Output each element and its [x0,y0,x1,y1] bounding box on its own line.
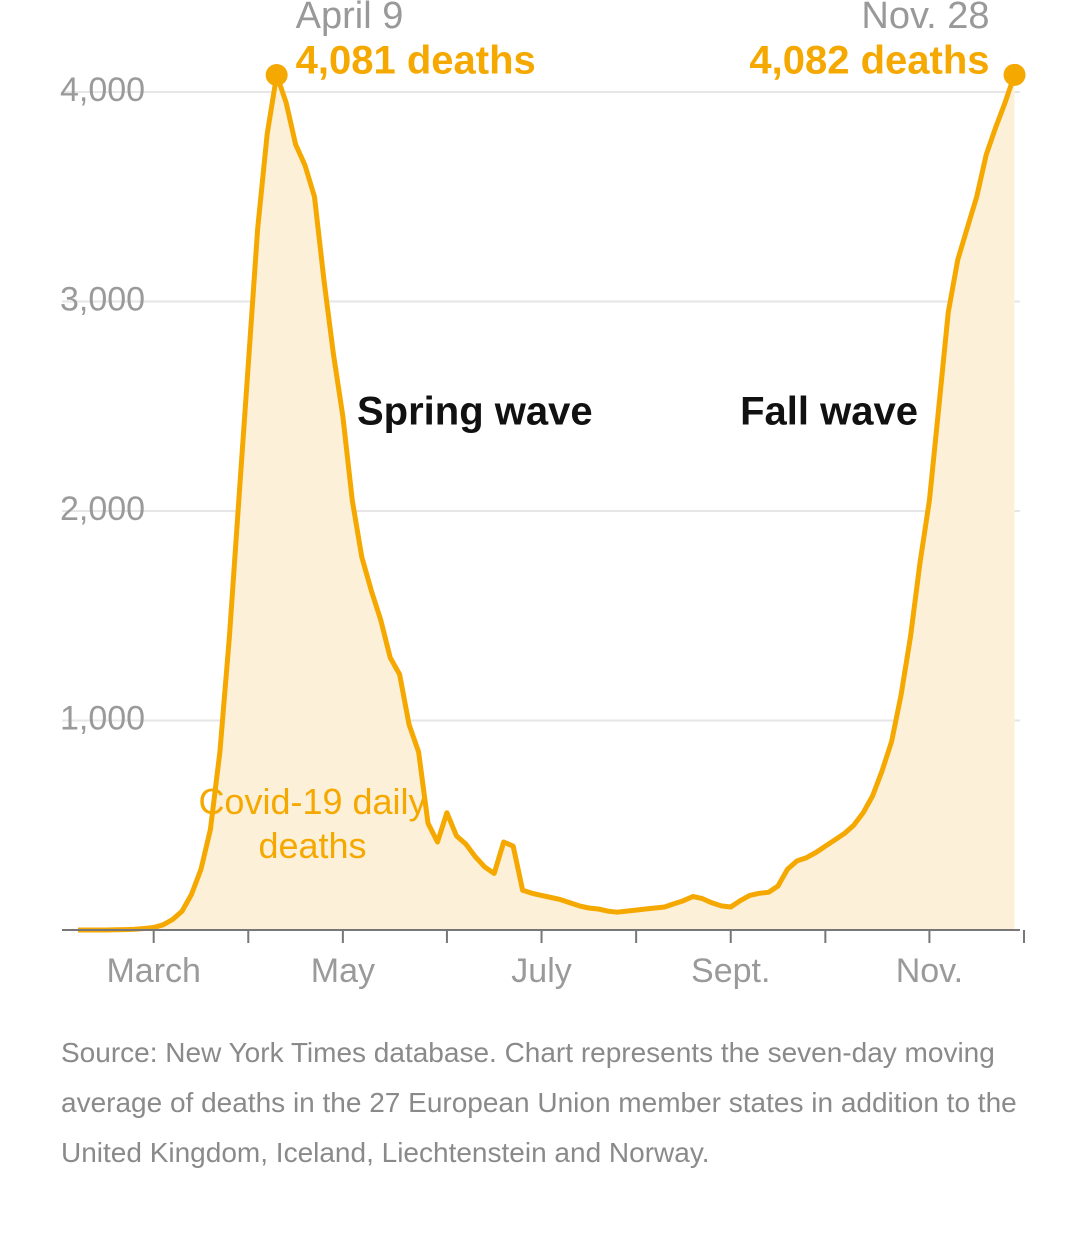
line [78,72,1017,933]
peak-date: Nov. 28 [861,0,989,37]
x-tick-label: March [106,952,200,990]
x-tick-label: May [311,952,375,990]
y-tick-label: 3,000 [60,280,145,318]
x-tick-label: Nov. [896,952,963,990]
x-tick-label: Sept. [691,952,770,990]
series-label: Covid-19 daily deaths [198,781,427,866]
chart: 1,000 2,000 3,000 4,000 March May July Sept. Nov… [60,0,1026,990]
wave-label: Fall wave [740,390,918,434]
y-tick-label: 1,000 [60,699,145,737]
wave-label: Spring wave [357,390,593,434]
peak-date: April 9 [296,0,404,37]
area [78,74,1015,931]
y-tick-label: 4,000 [60,71,145,109]
source-note: Source: New York Times database. Chart r… [61,1037,1017,1168]
peak-dot [265,64,288,87]
y-tick-label: 2,000 [60,490,145,528]
peak-label: 4,082 deaths [749,39,989,83]
x-tick-label: July [511,952,571,990]
peak-label: 4,081 deaths [296,39,536,83]
peak-dot [1003,63,1026,86]
